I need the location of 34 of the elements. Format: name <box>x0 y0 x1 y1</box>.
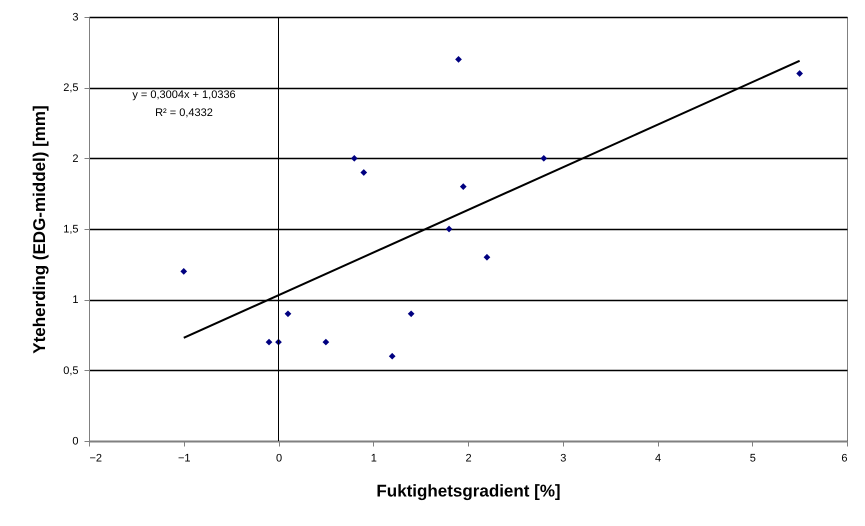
x-tick-label: −1 <box>178 452 191 464</box>
point <box>484 254 490 261</box>
x-tick-label: 0 <box>276 452 282 464</box>
y-tick-label: 2,5 <box>63 82 78 94</box>
annotation: y = 0,3004x + 1,0336 <box>132 89 236 101</box>
point <box>460 183 467 190</box>
x-tick-label: 4 <box>654 452 662 464</box>
x-tick-label: 3 <box>560 452 566 464</box>
x-tick-label: 2 <box>465 452 472 464</box>
y-axis-title: Yteherding (EDG-middel) [mm] <box>30 105 50 354</box>
point <box>360 169 368 176</box>
point <box>284 310 292 318</box>
x-tick-label: 6 <box>841 452 848 464</box>
x-tick-label: 1 <box>370 452 377 464</box>
point <box>350 154 358 162</box>
point <box>180 268 188 275</box>
x-tick-label: −2 <box>90 452 102 464</box>
y-tick-label: 1,5 <box>63 224 78 236</box>
point <box>322 338 330 346</box>
y-tick-label: 0,5 <box>63 364 78 377</box>
point <box>446 226 452 232</box>
x-axis-title: Fuktighetsgradient [%] <box>376 482 561 500</box>
point <box>408 310 415 318</box>
y-tick-label: 3 <box>72 12 78 24</box>
y-tick-label: 0 <box>72 436 78 448</box>
y-tick-label: 1 <box>72 294 78 306</box>
point <box>266 338 272 346</box>
point <box>540 154 548 162</box>
point <box>455 56 462 63</box>
point <box>796 70 803 77</box>
point <box>388 352 396 360</box>
x-tick-label: 5 <box>750 452 756 464</box>
annotation: R² = 0,4332 <box>155 107 213 119</box>
y-tick-label: 2 <box>72 152 78 165</box>
